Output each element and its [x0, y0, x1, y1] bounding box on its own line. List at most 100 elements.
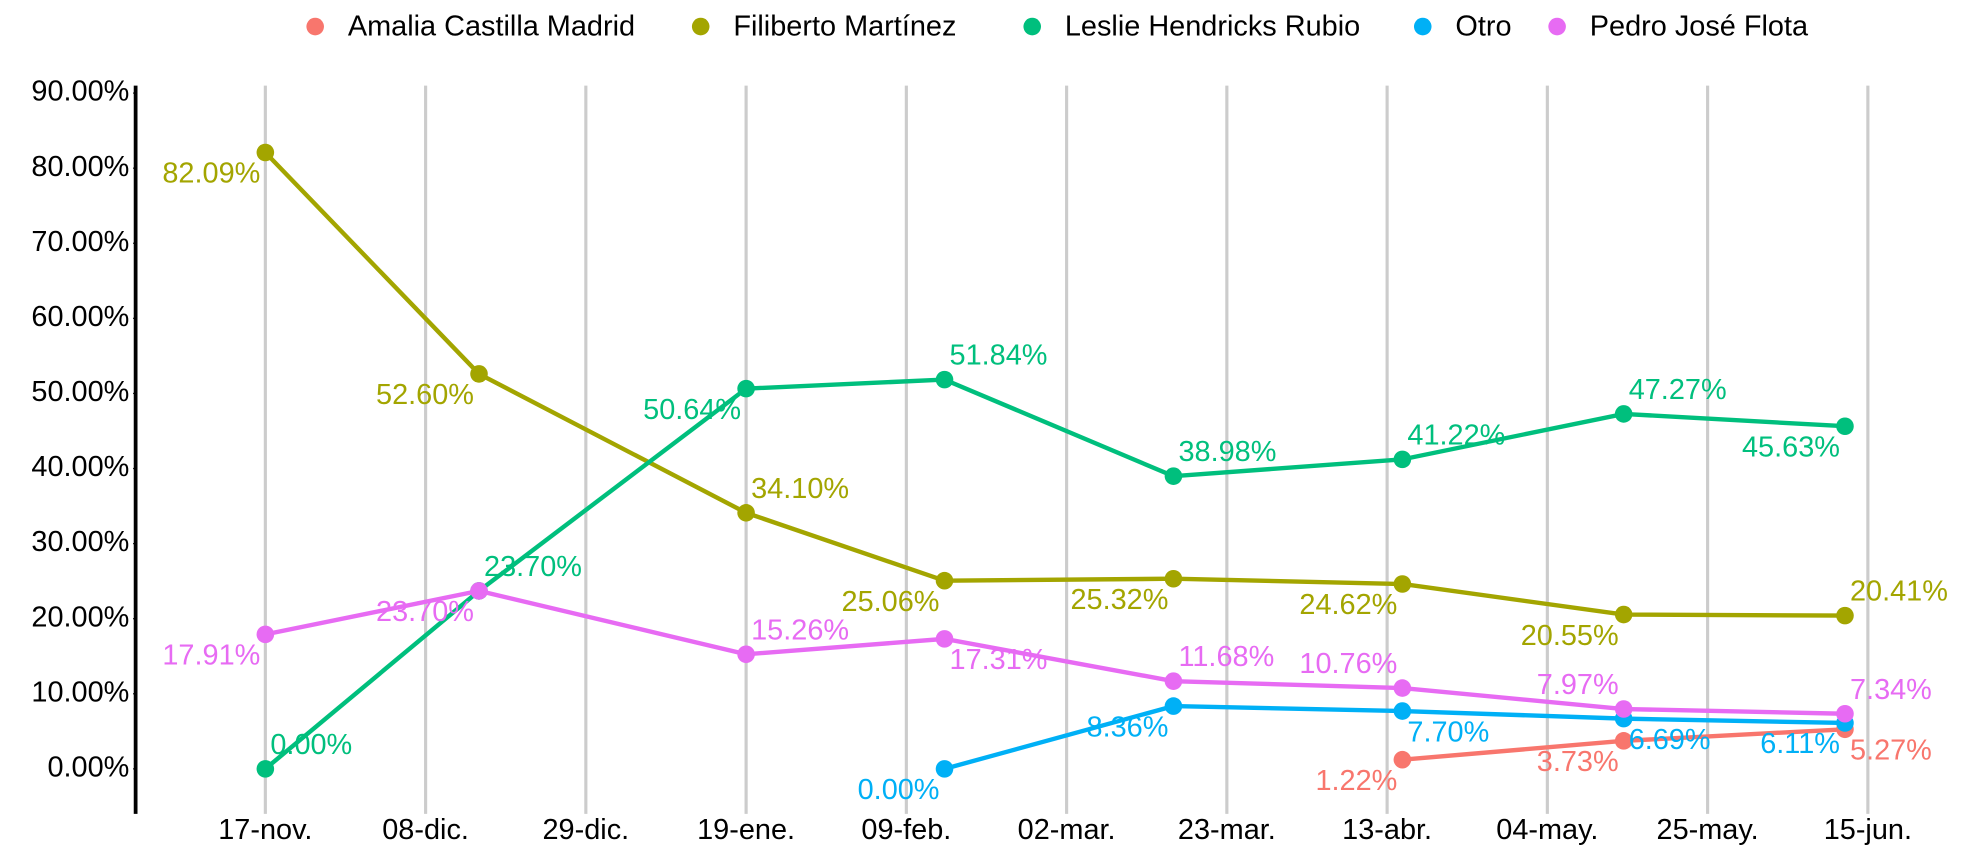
data-label: 17.31%	[950, 644, 1048, 676]
data-point	[1164, 672, 1183, 690]
y-tick-label: 70.00%	[31, 226, 129, 258]
legend-label: Leslie Hendricks Rubio	[1065, 10, 1360, 42]
series: 0.00% 23.70% 50.64% 51.84% 38.98% 41.22% 47.27…	[256, 340, 1854, 778]
y-tick-label: 10.00%	[31, 676, 129, 708]
data-label: 0.00%	[858, 774, 940, 806]
series-line	[263, 150, 1845, 618]
data-point	[1614, 700, 1633, 718]
legend-label: Filiberto Martínez	[733, 10, 956, 42]
data-label: 52.60%	[376, 379, 474, 411]
y-tick-label: 20.00%	[31, 601, 129, 633]
data-label: 51.84%	[950, 340, 1048, 372]
data-point	[470, 365, 488, 383]
data-point	[1836, 417, 1854, 436]
legend-swatch	[691, 17, 710, 36]
x-tick-label: 02-mar.	[1018, 814, 1116, 846]
x-tick-label: 09-feb.	[861, 814, 951, 846]
data-label: 34.10%	[751, 473, 849, 505]
legend-label: Pedro José Flota	[1590, 10, 1809, 42]
data-label: 11.68%	[1178, 641, 1274, 673]
data-point	[935, 370, 954, 389]
series-line	[263, 377, 1846, 771]
x-tick-label: 04-may.	[1496, 814, 1598, 846]
data-label: 20.41%	[1850, 576, 1948, 608]
x-tick-label: 29-dic.	[543, 814, 630, 846]
data-label: 20.55%	[1521, 620, 1619, 652]
data-point	[1393, 450, 1412, 469]
data-point	[1393, 575, 1412, 593]
y-tick-label: 50.00%	[31, 376, 129, 408]
data-label: 6.11%	[1760, 728, 1840, 760]
data-label: 6.69%	[1629, 724, 1711, 756]
data-point	[1164, 467, 1183, 485]
data-point	[1164, 697, 1183, 715]
data-point	[737, 504, 755, 522]
legend-label: Otro	[1455, 10, 1511, 42]
data-label: 25.06%	[842, 586, 940, 618]
series: 1.22% 3.73% 5.27%	[1315, 720, 1932, 797]
x-tick-label: 08-dic.	[382, 814, 469, 846]
x-tick-label: 19-ene.	[697, 814, 795, 846]
data-point	[737, 379, 755, 398]
data-point	[1614, 732, 1633, 750]
series: 0.00% 8.36% 7.70% 6.69% 6.11%	[858, 697, 1854, 806]
legend-swatch	[1413, 17, 1432, 36]
data-label: 0.00%	[270, 729, 352, 761]
data-label: 10.76%	[1299, 648, 1397, 680]
data-point	[1836, 606, 1854, 625]
legend-swatch	[1548, 17, 1566, 36]
data-label: 5.27%	[1850, 735, 1932, 767]
legend-label: Amalia Castilla Madrid	[348, 10, 635, 42]
y-tick-label: 0.00%	[47, 751, 129, 783]
data-point	[1393, 679, 1412, 697]
data-label: 3.73%	[1537, 746, 1619, 778]
data-label: 8.36%	[1087, 711, 1169, 743]
data-label: 24.62%	[1299, 589, 1397, 621]
x-tick-label: 17-nov.	[218, 814, 312, 846]
legend-swatch	[1023, 17, 1042, 36]
data-label: 7.34%	[1850, 674, 1932, 706]
y-tick-label: 40.00%	[31, 451, 129, 483]
y-tick-label: 80.00%	[31, 151, 129, 183]
legend-swatch	[306, 17, 324, 36]
grid	[263, 85, 1870, 814]
y-tick-label: 60.00%	[31, 301, 129, 333]
data-label: 23.70%	[484, 551, 582, 583]
data-label: 17.91%	[162, 640, 260, 672]
data-label: 1.22%	[1315, 765, 1397, 797]
data-label: 50.64%	[643, 394, 741, 426]
data-label: 45.63%	[1742, 431, 1840, 463]
data-point	[1836, 704, 1854, 723]
data-point	[935, 760, 954, 778]
data-point	[935, 630, 954, 648]
data-point	[470, 582, 488, 600]
data-label: 82.09%	[162, 158, 260, 190]
data-point	[1164, 569, 1183, 588]
y-tick-label: 90.00%	[31, 76, 129, 108]
legend: Amalia Castilla Madrid Filiberto Martínez…	[306, 10, 1809, 42]
x-tick-label: 13-abr.	[1342, 814, 1432, 846]
data-point	[256, 143, 275, 162]
series-line	[264, 588, 1846, 716]
series: 17.91% 23.70% 15.26% 17.31% 11.68% 10.76% 7.97…	[162, 582, 1932, 723]
data-point	[256, 625, 275, 644]
x-tick-label: 25-may.	[1657, 814, 1759, 846]
data-point	[935, 571, 954, 590]
series: 82.09% 52.60% 34.10% 25.06% 25.32% 24.62% 20.5…	[162, 143, 1948, 652]
data-point	[737, 645, 755, 664]
data-point	[1393, 702, 1412, 720]
data-label: 25.32%	[1070, 584, 1168, 616]
data-label: 7.97%	[1537, 669, 1619, 701]
y-tick-label: 30.00%	[31, 526, 129, 558]
data-point	[256, 760, 275, 778]
data-label: 38.98%	[1178, 436, 1276, 468]
x-tick-label: 23-mar.	[1178, 814, 1276, 846]
data-point	[1393, 750, 1412, 769]
data-point	[1614, 605, 1633, 624]
data-label: 41.22%	[1407, 419, 1505, 451]
data-label: 15.26%	[751, 614, 849, 646]
data-label: 7.70%	[1407, 716, 1489, 748]
x-tick-label: 15-jun.	[1824, 814, 1912, 846]
data-label: 47.27%	[1629, 374, 1727, 406]
